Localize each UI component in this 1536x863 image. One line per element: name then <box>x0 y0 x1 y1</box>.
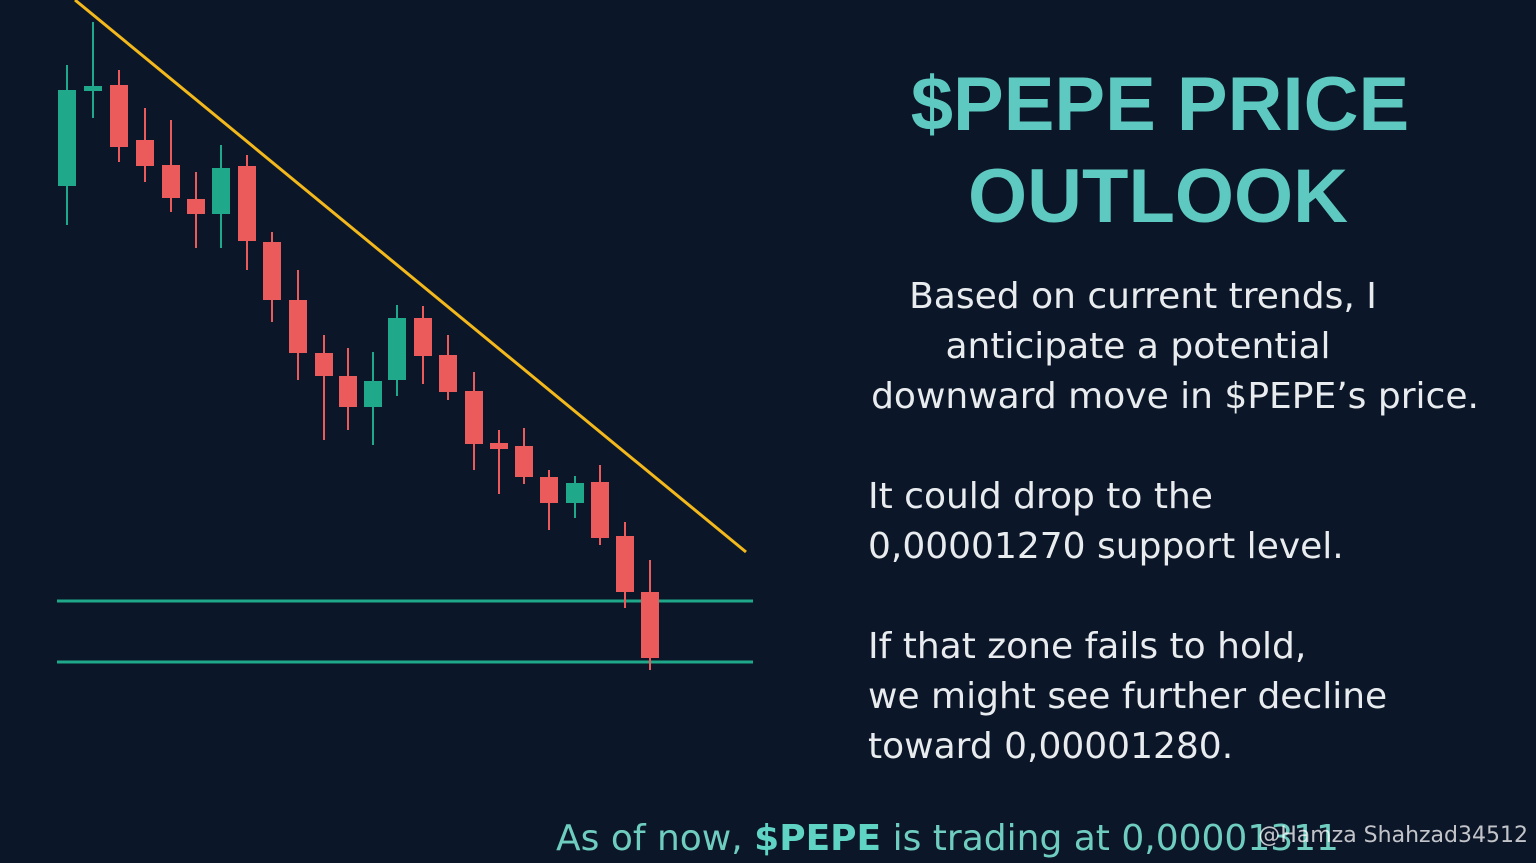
footer: As of now, $PEPE is trading at 0,0000131… <box>556 818 1339 859</box>
candle-body <box>566 483 584 503</box>
footer-text: As of now, <box>556 818 754 859</box>
candle-body <box>136 140 154 166</box>
paragraph-line: If that zone fails to hold, <box>868 626 1306 667</box>
candle-body <box>58 90 76 186</box>
title: $PEPE PRICE <box>911 62 1409 147</box>
candle-body <box>414 318 432 356</box>
footer-text: is trading at 0,00001311 <box>881 818 1339 859</box>
trend-line <box>74 0 747 554</box>
candle-body <box>490 443 508 449</box>
candles <box>58 22 659 670</box>
candle-body <box>540 477 558 503</box>
paragraph-line: downward move in $PEPE’s price. <box>871 376 1479 417</box>
candle-body <box>238 166 256 241</box>
footer-highlight: $PEPE <box>754 818 881 859</box>
paragraph-line: 0,00001270 support level. <box>868 526 1344 567</box>
paragraph-line: anticipate a potential <box>945 326 1330 367</box>
candle-body <box>315 353 333 376</box>
watermark: @Hamza Shahzad34512 <box>1258 823 1528 848</box>
candle-body <box>339 376 357 407</box>
candle-body <box>616 536 634 592</box>
candle-body <box>263 242 281 300</box>
candle-body <box>641 592 659 658</box>
title: OUTLOOK <box>968 154 1348 239</box>
paragraph-line: we might see further decline <box>868 676 1387 717</box>
candle-body <box>465 391 483 444</box>
candle-body <box>162 165 180 198</box>
candle-body <box>591 482 609 538</box>
candle-body <box>364 381 382 407</box>
candle-body <box>84 86 102 91</box>
candle-body <box>515 446 533 477</box>
paragraph-line: It could drop to the <box>868 476 1213 517</box>
candle-body <box>212 168 230 214</box>
paragraph-line: Based on current trends, I <box>909 276 1377 317</box>
candle-body <box>388 318 406 380</box>
candle-body <box>439 355 457 392</box>
paragraph-line: toward 0,00001280. <box>868 726 1233 767</box>
candlestick-illustration <box>57 0 753 670</box>
candle-body <box>289 300 307 353</box>
candle-body <box>187 199 205 214</box>
candle-body <box>110 85 128 147</box>
